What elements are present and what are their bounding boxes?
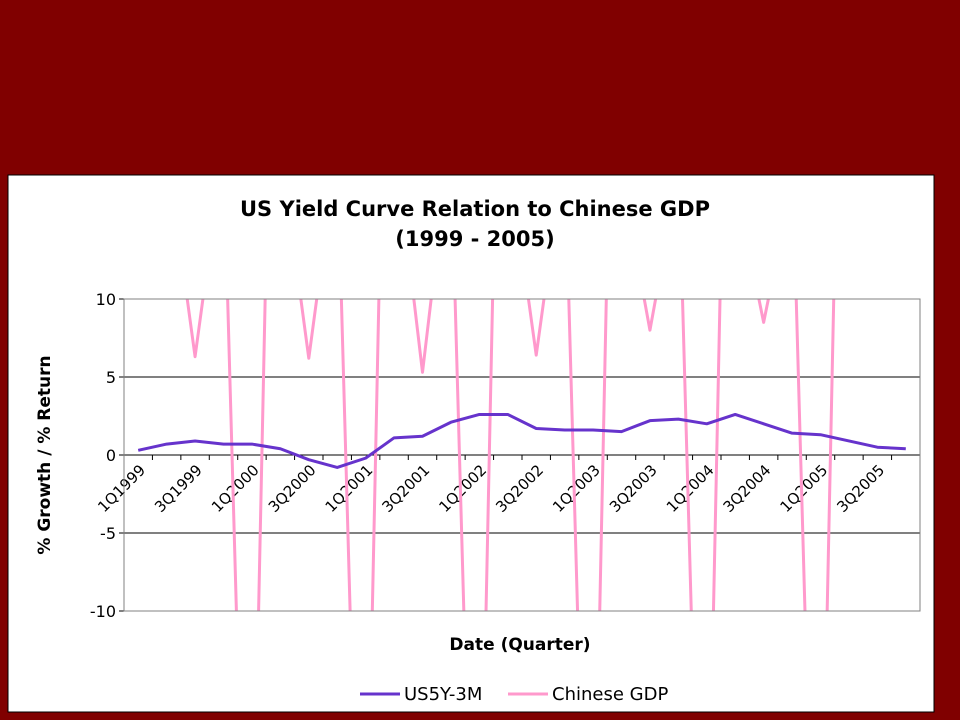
legend-label: Chinese GDP: [552, 684, 668, 705]
y-axis-title: % Growth / % Return: [35, 355, 55, 554]
y-tick-label: -10: [90, 602, 116, 621]
series-line-chinese-gdp: [567, 299, 608, 611]
series-line-chinese-gdp: [226, 299, 267, 611]
chart-subtitle: (1999 - 2005): [395, 227, 554, 251]
legend-label: US5Y-3M: [404, 684, 482, 705]
legend: US5Y-3M Chinese GDP: [360, 684, 668, 705]
y-tick-labels: 10 5 0 -5 -10: [90, 290, 116, 621]
series-line-chinese-gdp: [681, 299, 722, 611]
chart-area: [7, 174, 935, 713]
series-line-us5y-3m: [137, 412, 906, 469]
series-line-chinese-gdp: [453, 299, 495, 611]
y-tick-label: 0: [106, 446, 116, 465]
y-tick-label: -5: [100, 524, 116, 543]
x-axis-title: Date (Quarter): [449, 635, 590, 655]
plot-area-border: [123, 298, 921, 612]
chart-title: US Yield Curve Relation to Chinese GDP: [240, 197, 710, 221]
y-tick-label: 10: [96, 290, 116, 309]
y-tick-label: 5: [106, 368, 116, 387]
series-line-chinese-gdp: [339, 299, 381, 611]
series-layer: [137, 299, 906, 611]
series-line-chinese-gdp: [794, 299, 836, 611]
